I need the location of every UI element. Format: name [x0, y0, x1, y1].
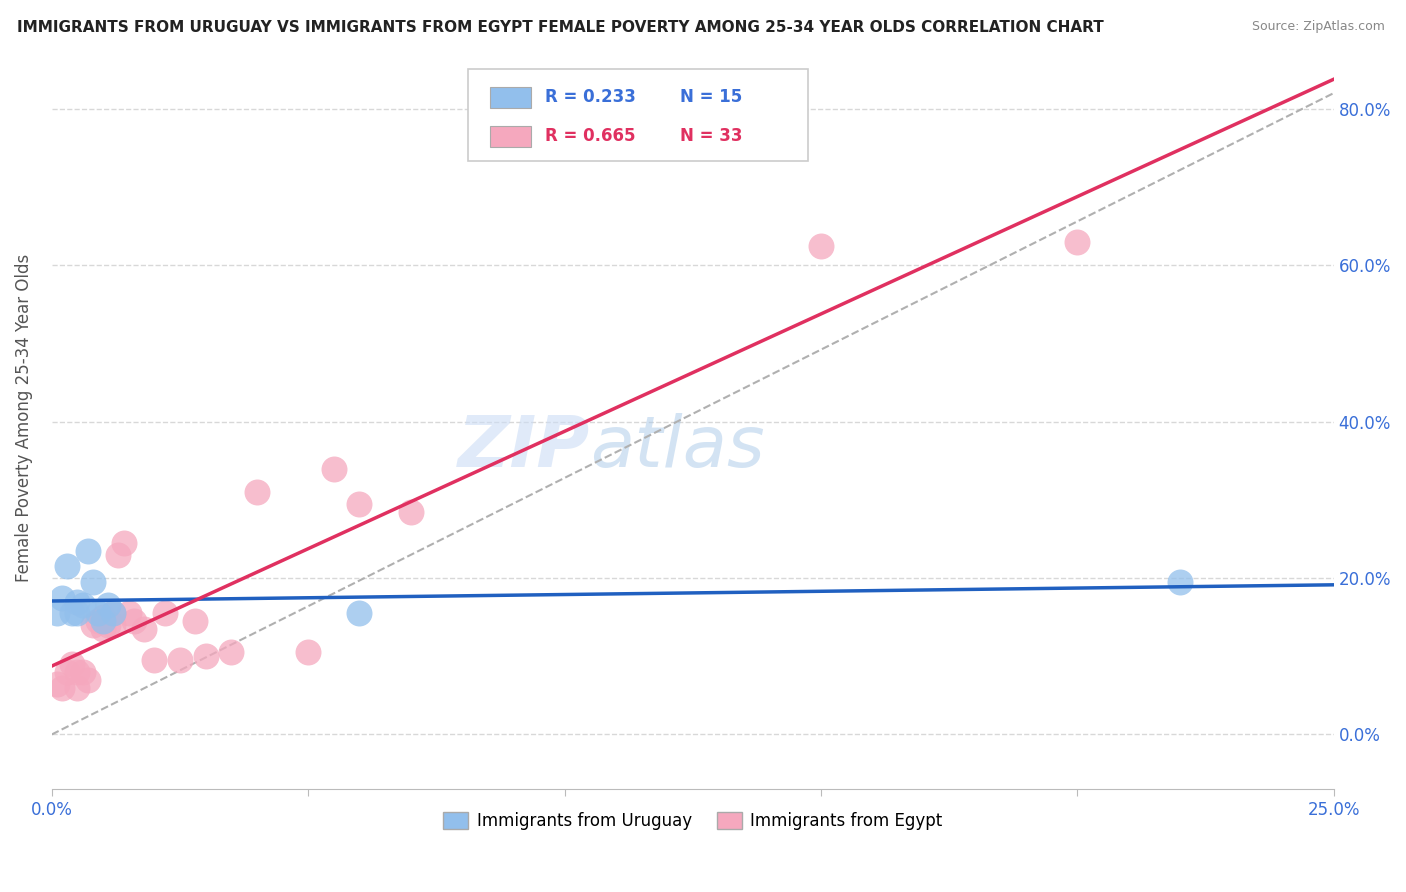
Point — [91, 622, 114, 636]
Point — [399, 505, 422, 519]
Point — [56, 559, 79, 574]
Text: R = 0.233: R = 0.233 — [546, 88, 636, 106]
Bar — [491, 126, 531, 146]
Point — [60, 606, 83, 620]
Point — [103, 606, 125, 620]
Point — [810, 238, 832, 252]
Y-axis label: Female Poverty Among 25-34 Year Olds: Female Poverty Among 25-34 Year Olds — [15, 253, 32, 582]
Point — [143, 653, 166, 667]
Point — [97, 599, 120, 613]
Point — [184, 614, 207, 628]
Point — [51, 681, 73, 695]
Point — [122, 614, 145, 628]
Point — [97, 618, 120, 632]
Point — [51, 591, 73, 605]
Point — [87, 614, 110, 628]
Point — [246, 485, 269, 500]
Point — [194, 649, 217, 664]
Point — [66, 681, 89, 695]
Text: R = 0.665: R = 0.665 — [546, 128, 636, 145]
Point — [66, 594, 89, 608]
Text: IMMIGRANTS FROM URUGUAY VS IMMIGRANTS FROM EGYPT FEMALE POVERTY AMONG 25-34 YEAR: IMMIGRANTS FROM URUGUAY VS IMMIGRANTS FR… — [17, 20, 1104, 35]
Point — [91, 610, 114, 624]
Point — [1168, 574, 1191, 589]
Point — [107, 548, 129, 562]
Point — [91, 614, 114, 628]
Point — [132, 622, 155, 636]
Point — [1066, 235, 1088, 249]
Point — [103, 606, 125, 620]
Point — [297, 645, 319, 659]
Point — [322, 461, 344, 475]
Point — [66, 665, 89, 679]
Text: N = 33: N = 33 — [681, 128, 742, 145]
Point — [349, 606, 371, 620]
Point — [45, 606, 67, 620]
Point — [66, 606, 89, 620]
Point — [118, 606, 141, 620]
Point — [169, 653, 191, 667]
Point — [82, 574, 104, 589]
Text: ZIP: ZIP — [458, 413, 591, 482]
FancyBboxPatch shape — [468, 69, 808, 161]
Point — [45, 676, 67, 690]
Bar — [491, 87, 531, 108]
Text: Source: ZipAtlas.com: Source: ZipAtlas.com — [1251, 20, 1385, 33]
Point — [103, 618, 125, 632]
Legend: Immigrants from Uruguay, Immigrants from Egypt: Immigrants from Uruguay, Immigrants from… — [436, 805, 949, 837]
Point — [219, 645, 242, 659]
Point — [60, 657, 83, 671]
Point — [72, 599, 94, 613]
Point — [56, 665, 79, 679]
Point — [87, 606, 110, 620]
Point — [112, 536, 135, 550]
Point — [153, 606, 176, 620]
Text: N = 15: N = 15 — [681, 88, 742, 106]
Point — [82, 618, 104, 632]
Point — [76, 673, 98, 687]
Point — [72, 665, 94, 679]
Point — [76, 543, 98, 558]
Point — [349, 497, 371, 511]
Text: atlas: atlas — [591, 413, 765, 482]
